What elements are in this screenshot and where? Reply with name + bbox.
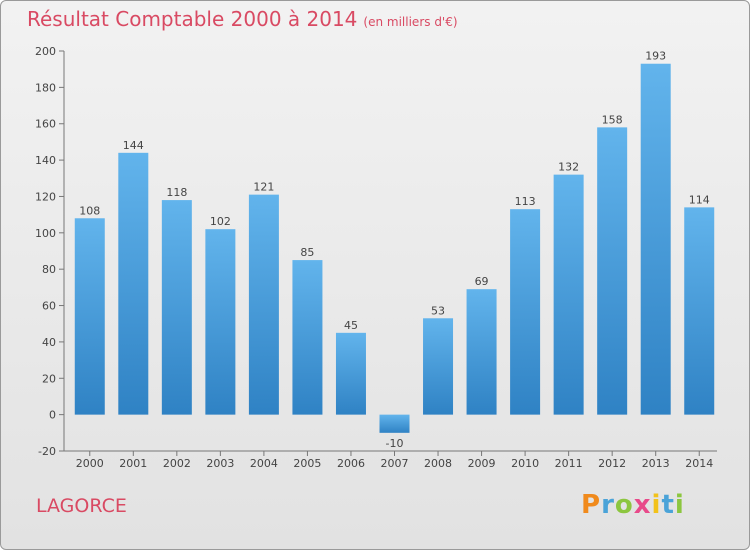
logo-letter: o: [614, 490, 634, 520]
chart-title-text: Résultat Comptable 2000 à 2014: [27, 7, 358, 31]
logo-letter: i: [651, 490, 662, 520]
bar: [248, 194, 279, 415]
data-label: 114: [689, 193, 710, 206]
logo-letter: P: [581, 490, 602, 520]
x-tick-label: 2002: [163, 457, 191, 470]
bar: [205, 229, 236, 415]
bar: [423, 318, 454, 415]
location-label: LAGORCE: [36, 495, 127, 517]
x-tick-label: 2006: [337, 457, 365, 470]
x-tick-label: 2003: [206, 457, 234, 470]
data-label: 85: [300, 246, 314, 259]
y-tick-label: 140: [35, 154, 56, 167]
y-tick-label: 80: [42, 263, 56, 276]
x-tick-label: 2009: [468, 457, 496, 470]
bar: [118, 152, 149, 415]
data-label: 102: [210, 215, 231, 228]
data-label: 144: [123, 139, 144, 152]
x-tick-label: 2004: [250, 457, 278, 470]
data-label: 118: [166, 186, 187, 199]
y-tick-label: 120: [35, 190, 56, 203]
data-label: 113: [515, 195, 536, 208]
bar: [379, 414, 410, 433]
y-tick-label: 40: [42, 336, 56, 349]
x-tick-label: 2014: [685, 457, 713, 470]
bar: [74, 218, 105, 415]
logo-letter: t: [661, 490, 675, 520]
x-tick-label: 2010: [511, 457, 539, 470]
data-label: 158: [602, 113, 623, 126]
y-tick-label: 200: [35, 45, 56, 58]
y-tick-label: 180: [35, 81, 56, 94]
bar: [684, 207, 715, 415]
x-tick-label: 2001: [119, 457, 147, 470]
y-tick-label: 0: [49, 409, 56, 422]
chart-title: Résultat Comptable 2000 à 2014 (en millie…: [27, 7, 458, 31]
data-label: 45: [344, 319, 358, 332]
bar: [292, 260, 323, 415]
logo-letter: x: [633, 490, 652, 520]
data-label: 193: [645, 50, 666, 63]
bar: [466, 289, 497, 415]
chart-subtitle: (en milliers d'€): [363, 15, 458, 29]
y-tick-label: 160: [35, 118, 56, 131]
x-tick-label: 2005: [293, 457, 321, 470]
x-tick-label: 2011: [555, 457, 583, 470]
data-label: 53: [431, 304, 445, 317]
bar: [597, 127, 628, 415]
bar: [510, 209, 541, 415]
x-tick-label: 2012: [598, 457, 626, 470]
proxiti-logo: Proxiti: [581, 490, 685, 520]
data-label: -10: [386, 437, 404, 450]
bar: [335, 332, 366, 415]
data-label: 132: [558, 161, 579, 174]
data-label: 108: [79, 204, 100, 217]
logo-letter: r: [601, 490, 615, 520]
y-tick-label: 60: [42, 300, 56, 313]
x-tick-label: 2007: [381, 457, 409, 470]
y-tick-label: -20: [38, 445, 56, 458]
bar: [553, 174, 584, 415]
data-label: 69: [475, 275, 489, 288]
x-tick-label: 2000: [76, 457, 104, 470]
logo-letter: i: [674, 490, 685, 520]
x-tick-label: 2008: [424, 457, 452, 470]
bar: [640, 63, 671, 415]
bar: [161, 200, 192, 415]
y-tick-label: 20: [42, 372, 56, 385]
y-tick-label: 100: [35, 227, 56, 240]
data-label: 121: [253, 181, 274, 194]
x-tick-label: 2013: [642, 457, 670, 470]
